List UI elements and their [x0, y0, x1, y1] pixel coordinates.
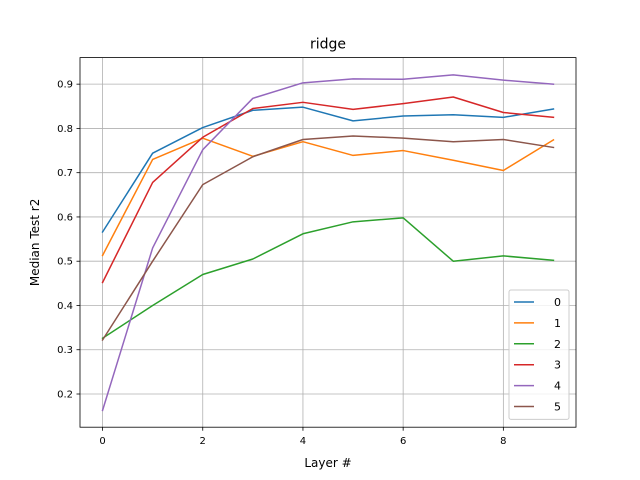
plot-frame: [79, 57, 577, 428]
y-tick-label: 0.2: [57, 390, 73, 401]
y-axis-label: Median Test r2: [28, 199, 42, 286]
x-axis-ticks: 0 2 4 6 8: [99, 427, 507, 447]
legend: 0 1 2 3 4 5: [508, 289, 570, 420]
series-line-4: [101, 74, 555, 412]
y-tick-label: 0.7: [57, 168, 73, 179]
legend-label-1: 1: [554, 317, 561, 330]
x-tick-label: 2: [200, 436, 206, 447]
series-line-0: [101, 106, 555, 234]
series-line-5: [101, 135, 555, 342]
x-tick-label: 6: [400, 436, 406, 447]
y-axis-ticks: 0.2 0.3 0.4 0.5 0.6 0.7 0.8 0.9: [57, 80, 80, 401]
legend-label-2: 2: [554, 338, 561, 351]
series-line-1: [101, 137, 555, 257]
chart-title: ridge: [310, 37, 346, 53]
x-tick-label: 8: [500, 436, 506, 447]
y-tick-label: 0.6: [57, 212, 73, 223]
x-axis-label: Layer #: [304, 456, 351, 470]
series-line-2: [101, 217, 555, 340]
legend-label-5: 5: [554, 401, 561, 414]
x-tick-label: 0: [99, 436, 105, 447]
y-tick-label: 0.5: [57, 257, 73, 268]
y-tick-label: 0.8: [57, 124, 73, 135]
legend-label-4: 4: [554, 380, 561, 393]
series-layer: [101, 74, 555, 412]
grid: [80, 57, 576, 428]
series-line-3: [101, 96, 555, 284]
plot-area: [80, 57, 576, 428]
x-tick-label: 4: [300, 436, 306, 447]
y-tick-label: 0.4: [57, 301, 73, 312]
y-tick-label: 0.9: [57, 80, 73, 91]
legend-label-3: 3: [554, 359, 561, 372]
legend-label-0: 0: [554, 296, 561, 309]
y-tick-label: 0.3: [57, 345, 73, 356]
